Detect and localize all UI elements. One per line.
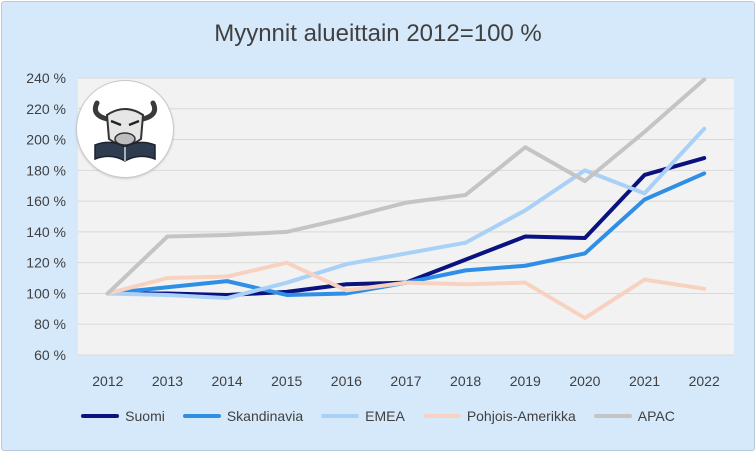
y-tick-label: 80 % (34, 316, 66, 332)
x-tick-label: 2018 (450, 373, 481, 389)
x-tick-label: 2015 (271, 373, 302, 389)
legend-label: EMEA (365, 408, 405, 424)
bull-reading-book-icon (92, 100, 158, 162)
legend-swatch (321, 414, 360, 418)
legend-label: Suomi (125, 408, 165, 424)
legend-item: Suomi (81, 408, 165, 424)
legend-item: APAC (593, 408, 675, 424)
x-tick-label: 2012 (92, 373, 123, 389)
series-line-pohjois-amerikka (105, 260, 707, 321)
x-tick-label: 2014 (212, 373, 243, 389)
bull-logo (76, 80, 174, 178)
y-tick-label: 200 % (26, 132, 66, 148)
chart-legend: Suomi Skandinavia EMEA Pohjois-Amerikka APAC (0, 408, 756, 424)
y-tick-label: 240 % (26, 70, 66, 86)
x-tick-label: 2022 (689, 373, 720, 389)
series-line-emea (105, 126, 707, 301)
legend-swatch (182, 414, 221, 418)
legend-item: EMEA (321, 408, 405, 424)
x-tick-label: 2016 (331, 373, 362, 389)
x-tick-label: 2020 (569, 373, 600, 389)
y-tick-label: 120 % (26, 255, 66, 271)
y-tick-label: 220 % (26, 101, 66, 117)
series-line-apac (105, 77, 707, 296)
plot-area (78, 78, 734, 355)
legend-label: Skandinavia (226, 408, 304, 424)
y-tick-label: 100 % (26, 285, 66, 301)
chart-title: Myynnit alueittain 2012=100 % (214, 20, 542, 47)
legend-swatch (422, 414, 461, 418)
legend-label: Pohjois-Amerikka (466, 408, 576, 424)
legend-swatch (81, 414, 120, 418)
legend-swatch (593, 414, 632, 418)
y-tick-label: 160 % (26, 193, 66, 209)
y-tick-label: 180 % (26, 162, 66, 178)
x-tick-label: 2013 (152, 373, 183, 389)
y-tick-label: 140 % (26, 224, 66, 240)
legend-item: Pohjois-Amerikka (422, 408, 576, 424)
legend-label: APAC (637, 408, 675, 424)
y-tick-label: 60 % (34, 347, 66, 363)
legend-item: Skandinavia (182, 408, 304, 424)
x-tick-label: 2017 (390, 373, 421, 389)
x-tick-label: 2021 (629, 373, 660, 389)
x-tick-label: 2019 (510, 373, 541, 389)
